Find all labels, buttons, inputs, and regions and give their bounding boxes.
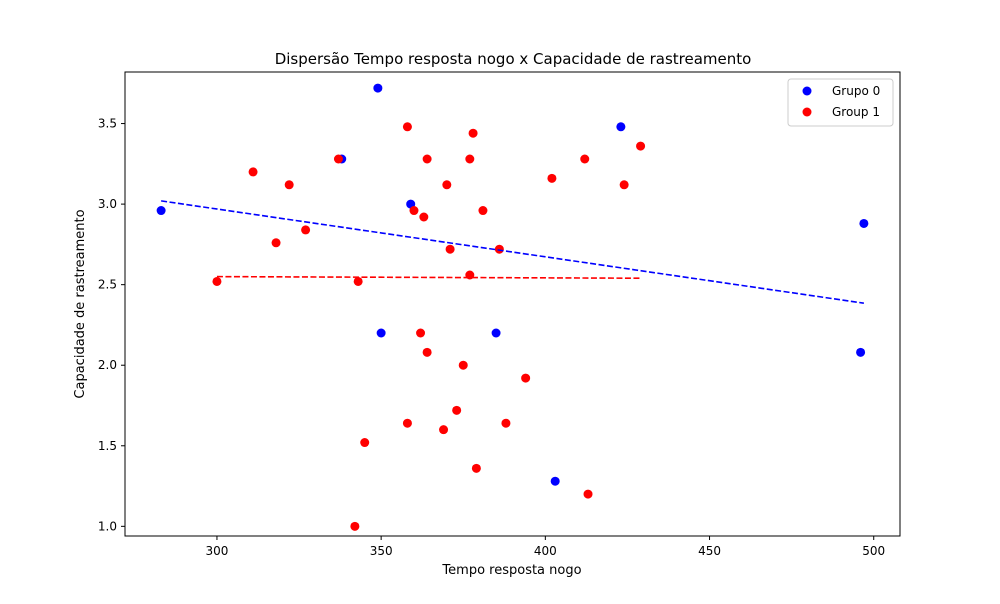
series-group-0 [156, 83, 869, 486]
data-point-s1-11 [409, 206, 419, 216]
data-point-s1-6 [350, 521, 360, 531]
data-point-s1-25 [478, 206, 488, 216]
y-tick-label: 2.5 [98, 278, 117, 292]
data-point-s1-32 [619, 180, 629, 190]
data-point-s1-24 [471, 463, 481, 473]
legend-marker-group-0 [802, 86, 812, 96]
data-point-s1-21 [465, 154, 475, 164]
x-tick-label: 500 [862, 544, 885, 558]
data-point-s1-19 [452, 405, 462, 415]
data-point-s0-7 [616, 122, 626, 132]
data-point-s1-30 [580, 154, 590, 164]
data-point-s1-8 [360, 438, 370, 448]
data-point-s1-9 [402, 122, 412, 132]
data-point-s1-33 [636, 141, 646, 151]
legend-label-group-1: Group 1 [832, 105, 880, 119]
x-tick-label: 400 [534, 544, 557, 558]
y-tick-label: 2.0 [98, 358, 117, 372]
data-point-s1-4 [301, 225, 311, 235]
data-point-s0-2 [373, 83, 383, 93]
data-point-s1-3 [284, 180, 294, 190]
plot-area-frame [124, 71, 901, 537]
x-tick-label: 450 [698, 544, 721, 558]
data-point-s1-31 [583, 489, 593, 499]
data-point-s1-12 [416, 328, 426, 338]
x-tick-label: 350 [370, 544, 393, 558]
data-point-s0-0 [156, 206, 166, 216]
data-point-s1-26 [494, 244, 504, 254]
y-tick-label: 3.5 [98, 117, 117, 131]
data-point-s1-16 [439, 425, 449, 435]
data-point-s1-29 [547, 173, 557, 183]
data-point-s1-1 [248, 167, 258, 177]
y-tick-label: 3.0 [98, 197, 117, 211]
data-point-s1-15 [422, 347, 432, 357]
data-point-s1-14 [422, 154, 432, 164]
trend-line-s0 [161, 200, 864, 304]
data-point-s1-20 [458, 360, 468, 370]
data-point-s1-23 [468, 128, 478, 138]
legend-label-group-0: Grupo 0 [832, 84, 880, 98]
trend-line-s1 [216, 275, 641, 280]
x-axis-label: Tempo resposta nogo [441, 563, 581, 578]
legend: Grupo 0 Group 1 [787, 78, 894, 127]
y-tick-label: 1.5 [98, 439, 117, 453]
data-point-s1-28 [521, 373, 531, 383]
data-point-s0-5 [491, 328, 501, 338]
y-tick-label: 1.0 [98, 519, 117, 533]
series-group-1 [212, 122, 646, 531]
x-tick-label: 300 [205, 544, 228, 558]
data-point-s1-27 [501, 418, 511, 428]
data-point-s1-17 [442, 180, 452, 190]
data-point-s0-6 [550, 476, 560, 486]
data-point-s0-9 [859, 218, 869, 228]
data-point-s1-7 [353, 276, 363, 286]
axis-ticks: 300 350 400 450 500 1.0 1.5 2.0 2.5 3.0 3.5 [98, 117, 885, 558]
chart-title: Dispersão Tempo resposta nogo x Capacida… [275, 50, 752, 68]
legend-marker-group-1 [802, 107, 812, 117]
data-point-s1-13 [419, 212, 429, 222]
data-point-s1-5 [333, 154, 343, 164]
data-point-s1-18 [445, 244, 455, 254]
data-point-s0-3 [376, 328, 386, 338]
plot-layer [156, 83, 869, 531]
data-point-s0-8 [856, 347, 866, 357]
y-axis-label: Capacidade de rastreamento [73, 209, 88, 398]
data-point-s1-10 [402, 418, 412, 428]
data-point-s1-0 [212, 276, 222, 286]
legend-box [787, 78, 894, 127]
data-point-s1-2 [271, 238, 281, 248]
